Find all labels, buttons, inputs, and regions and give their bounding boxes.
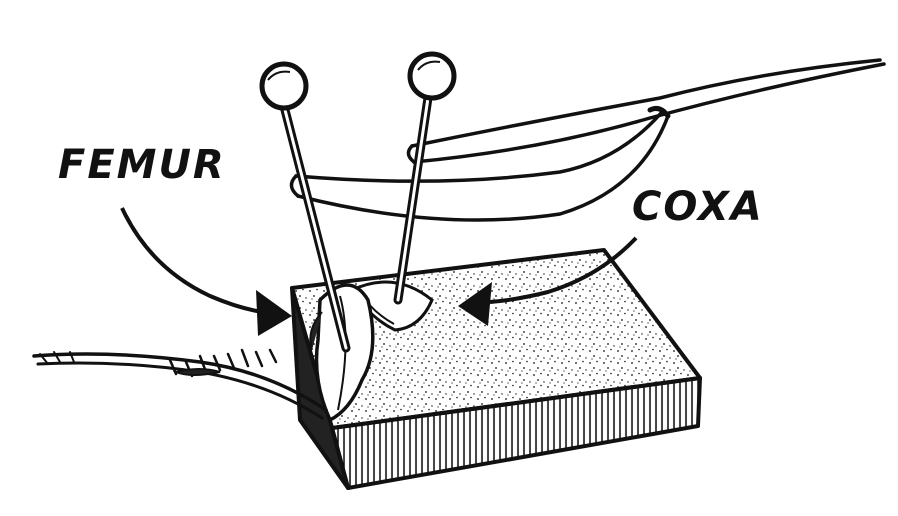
insect-pin-icon [393,51,457,305]
bristle-leg-icon [32,348,328,420]
insect-leg-segments [289,58,886,222]
femur-arrow [120,207,292,336]
coxa-label: COXA [632,184,764,230]
femur-piece [309,283,375,423]
coxa-arrow [458,236,638,326]
sponge-block [290,248,702,490]
insect-pin-icon [259,61,351,353]
femur-label: FEMUR [58,142,226,188]
